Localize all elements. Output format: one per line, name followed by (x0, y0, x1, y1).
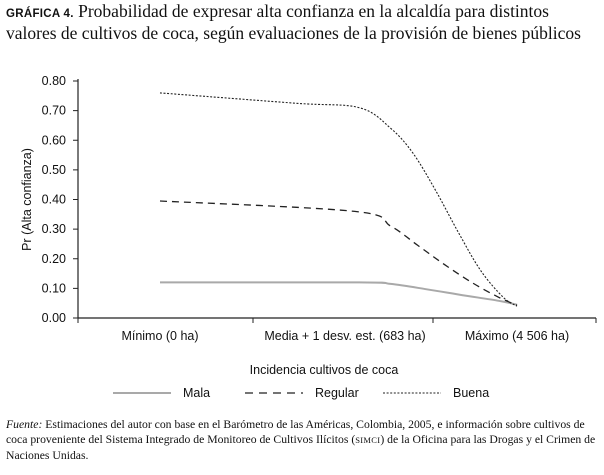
x-tick-label: Media + 1 desv. est. (683 ha) (264, 329, 425, 343)
source-note: Fuente: Estimaciones del autor con base … (6, 417, 600, 464)
source-text-before: Estimaciones del autor con base en el Ba… (6, 418, 585, 447)
y-tick-label: 0.20 (42, 252, 66, 266)
legend-label-regular: Regular (315, 386, 359, 400)
y-tick-label: 0.50 (42, 163, 66, 177)
y-tick-label: 0.60 (42, 133, 66, 147)
chart-axes: 0.00 0.10 0.20 0.30 0.40 0.50 0.60 0.70 0.80 Míni… (20, 74, 597, 377)
x-axis-title: Incidencia cultivos de coca (250, 363, 399, 377)
chart-title: GRÁFICA 4. Probabilidad de expresar alta… (6, 2, 600, 43)
series-line-regular (159, 200, 518, 306)
y-tick-label: 0.40 (42, 193, 66, 207)
chart-legend: Mala Regular Buena (113, 386, 489, 400)
x-tick-label: Máximo (4 506 ha) (465, 329, 569, 343)
x-tick-label: Mínimo (0 ha) (121, 329, 198, 343)
legend-label-mala: Mala (183, 386, 210, 400)
y-tick-label: 0.80 (42, 74, 66, 88)
y-tick-label: 0.00 (42, 311, 66, 325)
legend-label-buena: Buena (453, 386, 489, 400)
series-line-buena (159, 92, 518, 307)
figure-label: GRÁFICA 4. (6, 8, 74, 20)
y-tick-label: 0.30 (42, 222, 66, 236)
source-text-after: ) de la Oficina para las Drogas y el Cri… (6, 433, 596, 463)
y-tick-label: 0.10 (42, 281, 66, 295)
source-acronym: SIMCI (355, 435, 381, 446)
chart-series-lines (159, 92, 518, 307)
y-tick-label: 0.70 (42, 104, 66, 118)
source-label: Fuente: (6, 418, 43, 431)
line-chart: 0.00 0.10 0.20 0.30 0.40 0.50 0.60 0.70 0.80 Míni… (20, 74, 597, 400)
series-line-mala (159, 281, 518, 306)
y-axis-title: Pr (Alta confianza) (20, 148, 34, 251)
figure-title-text: Probabilidad de expresar alta confianza … (6, 1, 581, 43)
